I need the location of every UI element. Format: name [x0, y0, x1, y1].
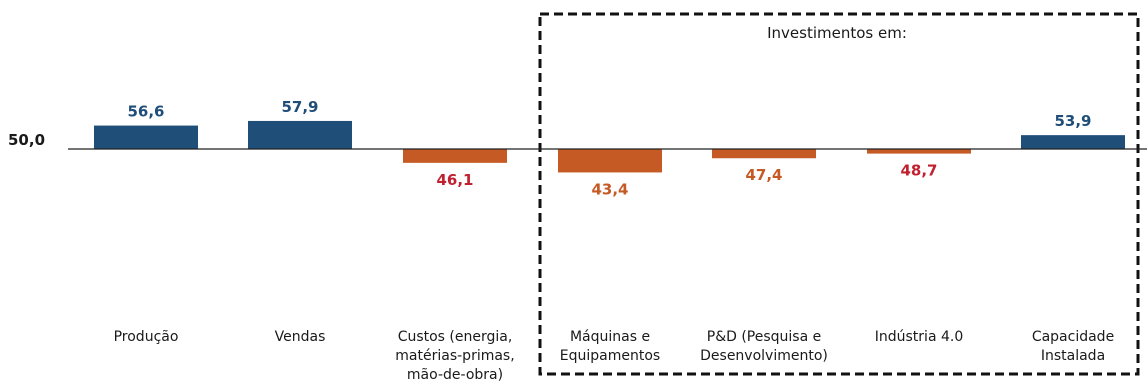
- category-label-line: Equipamentos: [560, 348, 660, 364]
- value-label-4: 47,4: [745, 166, 782, 184]
- labels-layer: 56,6 Produção 57,9 Vendas 46,1 Custos (energi…: [114, 98, 1115, 383]
- value-label-2: 46,1: [436, 171, 473, 189]
- category-label-0: Produção: [114, 329, 179, 345]
- category-label-line: Indústria 4.0: [875, 329, 963, 345]
- bar-2: [403, 149, 507, 163]
- category-label-line: Capacidade: [1032, 329, 1114, 345]
- bars-layer: [94, 120, 1125, 173]
- category-label-line: Máquinas e: [570, 329, 650, 345]
- category-label-3: Máquinas e Equipamentos: [560, 329, 660, 364]
- value-label-5: 48,7: [900, 162, 937, 180]
- value-label-6: 53,9: [1054, 112, 1091, 130]
- baseline-label: 50,0: [8, 131, 45, 149]
- category-label-1: Vendas: [275, 329, 326, 345]
- category-label-4: P&D (Pesquisa e Desenvolvimento): [700, 329, 828, 364]
- category-label-line: matérias-primas,: [395, 348, 514, 364]
- category-label-line: Instalada: [1041, 348, 1105, 364]
- category-label-line: mão-de-obra): [407, 367, 503, 383]
- value-label-1: 57,9: [281, 98, 318, 116]
- bar-6: [1021, 135, 1125, 149]
- category-label-line: Desenvolvimento): [700, 348, 828, 364]
- category-label-line: Vendas: [275, 329, 326, 345]
- category-label-2: Custos (energia, matérias-primas, mão-de-o…: [395, 329, 514, 383]
- category-label-6: Capacidade Instalada: [1032, 329, 1114, 364]
- category-label-line: P&D (Pesquisa e: [707, 329, 822, 345]
- category-label-line: Custos (energia,: [398, 329, 513, 345]
- category-label-line: Produção: [114, 329, 179, 345]
- bar-5: [867, 149, 971, 154]
- bar-3: [558, 149, 662, 173]
- investments-group-title: Investimentos em:: [767, 24, 907, 42]
- investments-group-box: [538, 12, 1140, 376]
- bar-4: [712, 149, 816, 159]
- value-label-0: 56,6: [127, 103, 164, 121]
- value-label-3: 43,4: [591, 180, 628, 198]
- bar-1: [248, 120, 352, 149]
- bar-0: [94, 125, 198, 149]
- category-label-5: Indústria 4.0: [875, 329, 963, 345]
